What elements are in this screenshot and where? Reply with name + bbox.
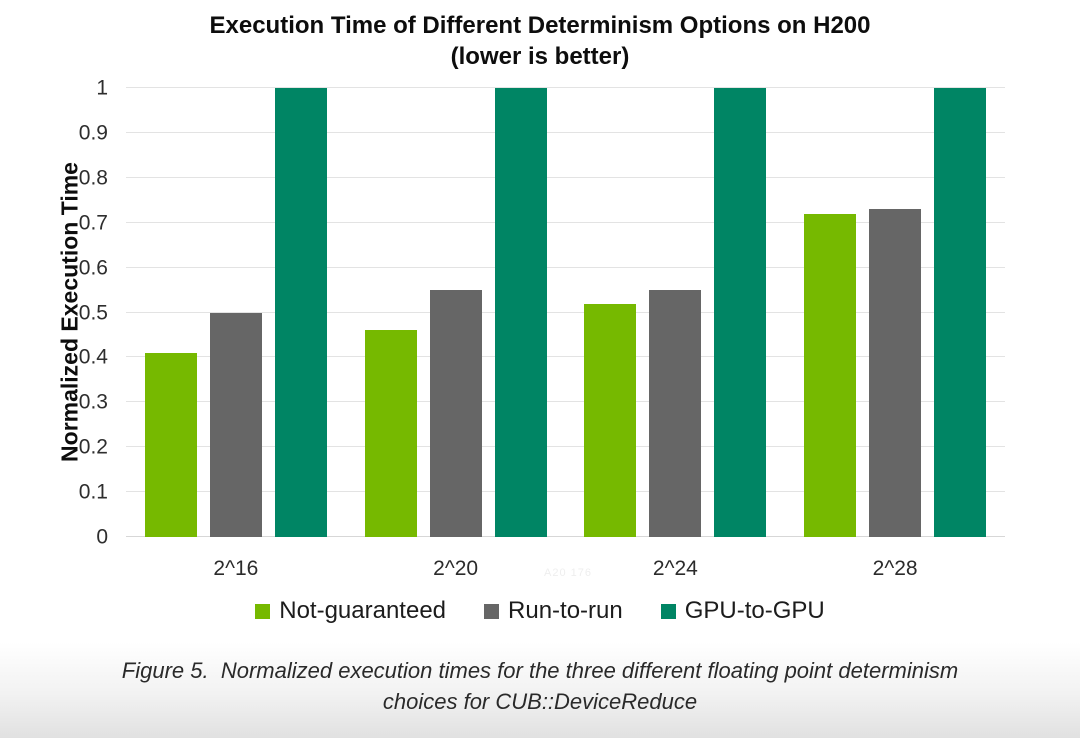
gridline-0.6 (126, 266, 1005, 268)
figure-caption-line2: choices for CUB::DeviceReduce (382, 689, 698, 714)
chart-title: Execution Time of Different Determinism … (0, 10, 1080, 72)
x-tick-label-2^20: 2^20 (433, 557, 479, 580)
legend-label: GPU-to-GPU (684, 597, 825, 624)
gridline-0.3 (126, 401, 1005, 403)
legend: Not-guaranteed Run-to-run GPU-to-GPU (0, 597, 1080, 625)
y-axis-tick-labels: 0 0.1 0.2 0.3 0.4 0.5 0.6 0.7 0.8 0.9 1 (28, 78, 108, 548)
x-tick-label-2^24: 2^24 (652, 557, 698, 580)
gridline-0.1 (126, 491, 1005, 493)
y-tick-label-0.8: 0.8 (78, 166, 108, 190)
bar-run-to-run-2^16 (209, 312, 262, 537)
plot-area: 2^16 2^20 2^24 2^28 (126, 87, 1005, 580)
bar-not-guaranteed-2^24 (584, 303, 637, 537)
bar-gpu-to-gpu-2^28 (934, 88, 987, 537)
legend-item-run-to-run: Run-to-run (484, 597, 623, 625)
y-tick-label-0.2: 0.2 (78, 435, 108, 459)
legend-swatch-icon (255, 603, 271, 619)
gridline-0.8 (126, 176, 1005, 178)
y-tick-label-0: 0 (96, 525, 108, 549)
bar-group-2^16: 2^16 (144, 88, 327, 580)
y-tick-label-0.3: 0.3 (78, 390, 108, 414)
bar-groups: 2^16 2^20 2^24 2^28 (126, 88, 1005, 580)
bar-run-to-run-2^24 (649, 290, 702, 537)
bar-run-to-run-2^20 (429, 290, 482, 537)
gridline-0.5 (126, 311, 1005, 313)
chart-title-line1: Execution Time of Different Determinism … (209, 12, 871, 39)
y-tick-label-0.1: 0.1 (78, 480, 108, 504)
legend-swatch-icon (484, 603, 500, 619)
bar-not-guaranteed-2^20 (364, 330, 417, 537)
bar-group-2^28: 2^28 (804, 88, 987, 580)
legend-label: Run-to-run (508, 597, 623, 624)
bar-group-2^24: 2^24 (584, 88, 767, 580)
gridline-0.2 (126, 446, 1005, 448)
bar-not-guaranteed-2^16 (144, 352, 197, 537)
legend-swatch-icon (660, 603, 676, 619)
bar-gpu-to-gpu-2^20 (494, 88, 547, 537)
y-tick-label-0.9: 0.9 (78, 121, 108, 145)
bar-group-2^20: 2^20 (364, 88, 547, 580)
legend-label: Not-guaranteed (279, 597, 447, 624)
legend-item-gpu-to-gpu: GPU-to-GPU (660, 597, 825, 625)
gridline-0.7 (126, 221, 1005, 223)
bar-gpu-to-gpu-2^24 (714, 88, 767, 537)
figure-caption-line1: Figure 5. Normalized execution times for… (121, 658, 959, 683)
watermark-text: A20 176 (544, 567, 592, 579)
x-tick-label-2^16: 2^16 (213, 557, 259, 580)
y-tick-label-1: 1 (96, 76, 108, 100)
gridline-0.9 (126, 131, 1005, 133)
bar-not-guaranteed-2^28 (804, 213, 857, 537)
legend-item-not-guaranteed: Not-guaranteed (255, 597, 446, 625)
gridline-0 (126, 536, 1005, 537)
bar-run-to-run-2^28 (869, 209, 922, 537)
y-tick-label-0.5: 0.5 (78, 301, 108, 324)
gridline-0.4 (126, 356, 1005, 358)
bar-gpu-to-gpu-2^16 (274, 88, 327, 537)
y-tick-label-0.6: 0.6 (78, 256, 108, 280)
figure-caption: Figure 5. Normalized execution times for… (0, 655, 1080, 717)
chart-title-line2: (lower is better) (450, 43, 630, 70)
gridline-1 (126, 87, 1005, 88)
y-tick-label-0.4: 0.4 (78, 345, 108, 369)
x-tick-label-2^28: 2^28 (872, 557, 918, 580)
y-tick-label-0.7: 0.7 (78, 211, 108, 235)
